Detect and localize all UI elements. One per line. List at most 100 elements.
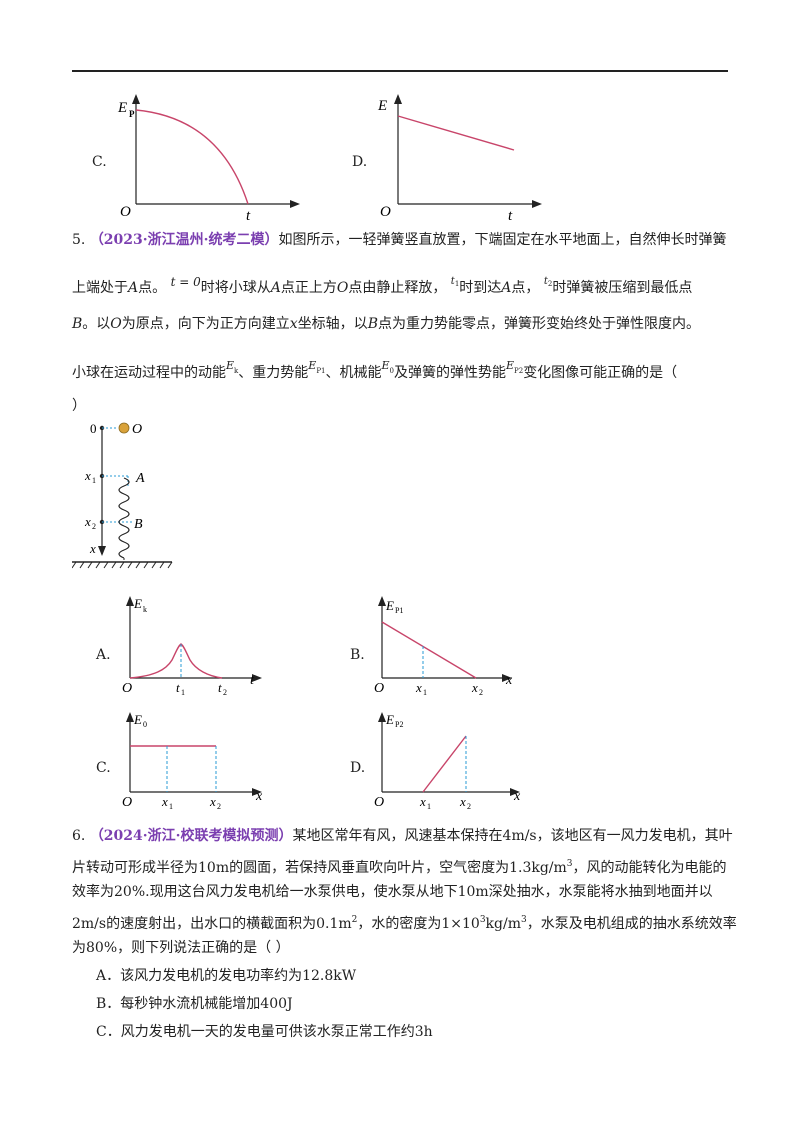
option-c-x1: x <box>161 794 168 809</box>
prev-d-origin: O <box>380 204 391 220</box>
q5-e0-sub: 0 <box>389 367 394 375</box>
q6-line4a: 2m/s的速度射出，出水口的横截面积为0.1m <box>72 916 352 932</box>
option-b-line <box>381 621 477 679</box>
option-d-graph: E P2 O x 1 x 2 x <box>374 712 521 811</box>
q6-line4b: ，水的密度为1×10 <box>357 916 480 932</box>
q5-line3b: 。以 <box>82 316 111 332</box>
option-b-label: B. <box>350 647 365 663</box>
q6-line1: 某地区常年有风，风速基本保持在4m/s，该地区有一风力发电机，其叶 <box>292 828 733 844</box>
prev-c-origin: O <box>120 204 131 220</box>
q5-line3x: x <box>289 316 298 332</box>
q5-number: 5. <box>72 232 86 248</box>
option-d-x1: x <box>419 794 426 809</box>
option-d-ysub: P2 <box>395 720 403 729</box>
prev-option-c-label: C. <box>92 154 107 170</box>
option-b-ysub: P1 <box>395 606 403 615</box>
option-c-y: E <box>133 712 142 727</box>
q5-line4c: 、机械能 <box>325 365 382 381</box>
prev-graph-d: E O t <box>377 94 542 222</box>
option-b-graph: E P1 O x 1 x 2 x <box>374 596 513 697</box>
prev-graph-c: E P O t <box>117 94 300 222</box>
q5-line4a: 小球在运动过程中的动能 <box>72 365 226 381</box>
q5-line2e: 点由静止释放， <box>348 280 447 296</box>
q5-text-line1: 5. （2023·浙江温州·统考二模）如图所示，一轻弹簧竖直放置，下端固定在水平… <box>72 230 727 250</box>
q5-line2a: 上端处于 <box>72 280 128 296</box>
q5-ep1-sub: P1 <box>316 367 326 375</box>
q5-ek-sub: k <box>234 367 239 375</box>
option-a-ysub: k <box>143 605 147 614</box>
option-a-origin: O <box>122 681 132 696</box>
q5-line3-pointO: O <box>110 316 122 332</box>
q5-line1: 如图所示，一轻弹簧竖直放置，下端固定在水平地面上，自然伸长时弹簧 <box>278 232 727 248</box>
q6-option-c: C．风力发电机一天的发电量可供该水泵正常工作约3h <box>96 1024 433 1040</box>
fig-x1: x <box>84 468 91 483</box>
option-c-x2: x <box>209 794 216 809</box>
q6-line2sup: 3 <box>566 859 573 869</box>
q5-pointA-2: A <box>270 280 281 296</box>
q5-t1: t <box>450 276 455 287</box>
q6-text-line1: 6. （2024·浙江·校联考模拟预测）某地区常年有风，风速基本保持在4m/s，… <box>72 826 733 846</box>
q5-t2sub: 2 <box>547 280 553 288</box>
q5-text-line4: 小球在运动过程中的动能Ek、重力势能EP1、机械能E0及弹簧的弹性势能EP2变化… <box>72 356 677 383</box>
q6-text-line2: 片转动可形成半径为10m的圆面，若保持风垂直吹向叶片，空气密度为1.3kg/m3… <box>72 854 727 878</box>
prev-d-xaxis: t <box>508 208 513 222</box>
q5-ek: E <box>226 359 235 372</box>
option-d-x1sub: 1 <box>427 802 431 811</box>
fig-O: O <box>132 422 142 437</box>
option-a-y: E <box>133 596 142 611</box>
option-c-origin: O <box>122 795 132 810</box>
option-b-origin: O <box>374 681 384 696</box>
prev-c-xaxis: t <box>246 208 251 222</box>
option-d-y: E <box>385 712 394 727</box>
prev-d-line <box>397 115 515 151</box>
q5-line4d: 及弹簧的弹性势能 <box>393 365 506 381</box>
q5-ep1: E <box>308 359 317 372</box>
option-a-t2sub: 2 <box>223 688 227 697</box>
q5-pointA-1: A <box>128 280 139 296</box>
q5-text-line5: ） <box>72 398 86 414</box>
fig-x1sub: 1 <box>92 476 96 485</box>
q5-line4b: 、重力势能 <box>238 365 309 381</box>
prev-d-yaxis: E <box>377 98 387 114</box>
option-b-y: E <box>385 598 394 613</box>
option-a-graph: E k O t 1 t 2 t <box>122 596 262 697</box>
q6-source: （2024·浙江·校联考模拟预测） <box>89 828 293 844</box>
q5-ep2-sub: P2 <box>514 367 524 375</box>
q6-line2a: 片转动可形成半径为10m的圆面，若保持风垂直吹向叶片，空气密度为1.3kg/m <box>72 860 567 876</box>
spring-coil <box>118 477 130 559</box>
q6-line4sup1: 2 <box>351 915 358 925</box>
q5-t0: t = 0 <box>170 275 201 289</box>
option-a-label: A. <box>96 647 111 663</box>
q5-line2c: 时将小球从 <box>200 280 271 296</box>
q5-ep2: E <box>505 359 515 372</box>
q5-line3-B: B <box>367 316 378 332</box>
q5-text-line2: 上端处于A点。 t = 0时将小球从A点正上方O点由静止释放， t1时到达A点，… <box>72 272 692 298</box>
prev-c-ysub: P <box>129 109 135 119</box>
option-d-axis: x <box>513 789 521 804</box>
option-d-x2: x <box>459 794 466 809</box>
ball-icon <box>118 422 130 434</box>
q5-line2f: 时到达 <box>459 280 502 296</box>
option-b-x1: x <box>415 680 422 695</box>
q6-option-b: B．每秒钟水流机械能增加400J <box>96 996 293 1012</box>
q5-line3d: 坐标轴，以 <box>297 316 368 332</box>
prev-option-d-label: D. <box>352 154 368 170</box>
q5-line3a: B <box>72 316 83 332</box>
q6-option-a: A．该风力发电机的发电功率约为12.8kW <box>96 968 357 984</box>
option-a-t2: t <box>218 680 222 695</box>
prev-c-yaxis: E <box>117 100 127 116</box>
q5-e0: E <box>381 359 390 372</box>
q5-line3c: 为原点，向下为正方向建立 <box>121 316 290 332</box>
option-b-x2sub: 2 <box>479 688 483 697</box>
q5-t1sub: 1 <box>454 280 460 288</box>
option-b-axis: x <box>505 673 513 688</box>
q6-line4sup2: 3 <box>479 915 486 925</box>
q5-line2d: 点正上方 <box>280 280 337 296</box>
option-d-x2sub: 2 <box>467 802 471 811</box>
q5-line4e: 变化图像可能正确的是（ <box>523 365 678 381</box>
option-c-x2sub: 2 <box>217 802 221 811</box>
option-a-t1: t <box>176 680 180 695</box>
q6-line4c: kg/m <box>485 916 521 932</box>
option-c-ysub: 0 <box>143 720 147 729</box>
q6-text-line3: 效率为20%.现用这台风力发电机给一水泵供电，使水泵从地下10m深处抽水，水泵能… <box>72 884 713 900</box>
